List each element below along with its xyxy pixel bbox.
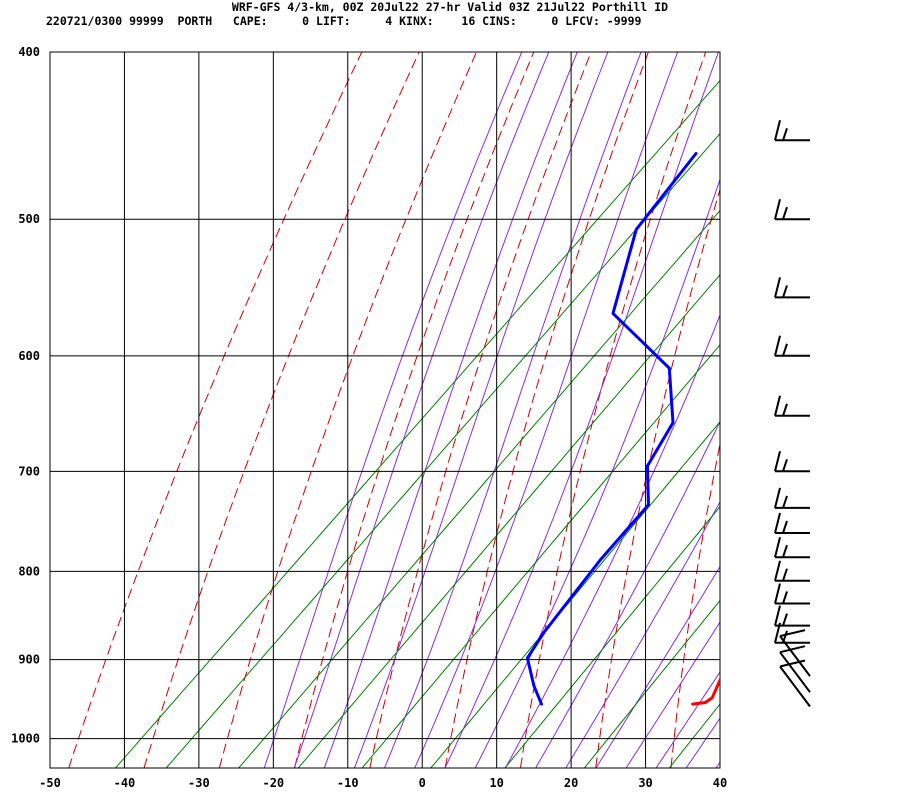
- dry-adiabat: [68, 52, 363, 768]
- y-tick-label: 700: [18, 464, 40, 478]
- moist-adiabat: [414, 52, 679, 768]
- x-tick-label: 20: [564, 776, 578, 790]
- moist-adiabat: [263, 52, 523, 768]
- moist-adiabat: [535, 420, 720, 768]
- y-tick-label: 900: [18, 653, 40, 667]
- dry-adiabat: [670, 441, 720, 768]
- wind-barb: [774, 451, 810, 473]
- moist-adiabat: [474, 178, 720, 768]
- dry-adiabat: [218, 52, 478, 768]
- dewpoint-profile: [525, 152, 698, 706]
- wind-barb: [774, 198, 810, 221]
- mixing-ratio-line: [361, 344, 720, 768]
- chart-title: WRF-GFS 4/3-km, 00Z 20Jul22 27-hr Valid …: [231, 0, 669, 14]
- dry-adiabat: [143, 52, 420, 768]
- wind-barb: [774, 395, 810, 417]
- wind-barb: [774, 536, 810, 559]
- dry-adiabat: [369, 52, 592, 768]
- mixing-ratio-line: [114, 79, 720, 768]
- temperature-profile: [691, 676, 720, 706]
- wind-barb: [774, 583, 810, 605]
- wind-barb: [774, 335, 810, 357]
- y-tick-label: 400: [18, 45, 40, 59]
- dry-adiabat: [745, 14, 889, 783]
- sounding-parameters: 220721/0300 99999 PORTH CAPE: 0 LIFT: 4 …: [46, 14, 642, 28]
- x-tick-label: -20: [262, 776, 284, 790]
- wind-barb: [774, 512, 810, 534]
- moist-adiabat: [655, 671, 720, 768]
- moist-adiabat: [323, 52, 578, 768]
- x-tick-label: -40: [114, 776, 136, 790]
- wind-barb: [774, 277, 810, 299]
- mixing-ratio-line: [747, 14, 900, 783]
- dry-adiabat: [519, 52, 707, 768]
- dry-adiabat: [595, 187, 720, 768]
- moist-adiabat: [293, 52, 550, 768]
- dry-adiabat: [821, 14, 900, 783]
- moist-adiabat: [625, 621, 720, 768]
- x-tick-label: -30: [188, 776, 210, 790]
- x-tick-label: -10: [337, 776, 359, 790]
- wind-barb: [779, 645, 811, 693]
- moist-adiabat: [383, 52, 642, 768]
- x-tick-label: 0: [419, 776, 426, 790]
- mixing-ratio-line: [583, 599, 720, 768]
- moist-adiabat: [595, 565, 720, 768]
- plot-frame: [49, 51, 721, 769]
- moist-adiabat: [444, 52, 719, 768]
- mixing-ratio-line: [297, 274, 720, 768]
- wind-barb: [774, 560, 810, 582]
- dry-adiabat: [444, 52, 649, 768]
- moist-adiabat: [685, 717, 720, 768]
- x-tick-label: -50: [39, 776, 61, 790]
- moist-adiabat: [565, 501, 720, 768]
- wind-barb: [774, 605, 810, 627]
- wind-barb: [774, 487, 810, 509]
- mixing-ratio-line: [430, 421, 720, 768]
- mixing-ratio-line: [238, 209, 720, 768]
- dry-adiabat: [294, 52, 535, 768]
- x-tick-label: 40: [713, 776, 727, 790]
- wind-barb: [774, 120, 810, 142]
- y-tick-label: 500: [18, 212, 40, 226]
- x-tick-label: 10: [489, 776, 503, 790]
- wind-barb: [779, 659, 811, 708]
- y-tick-label: 600: [18, 349, 40, 363]
- moist-adiabat: [353, 52, 609, 768]
- mixing-ratio-line: [504, 505, 720, 768]
- moist-adiabat: [504, 313, 720, 768]
- y-tick-label: 1000: [11, 732, 40, 746]
- y-tick-label: 800: [18, 564, 40, 578]
- x-tick-label: 30: [638, 776, 652, 790]
